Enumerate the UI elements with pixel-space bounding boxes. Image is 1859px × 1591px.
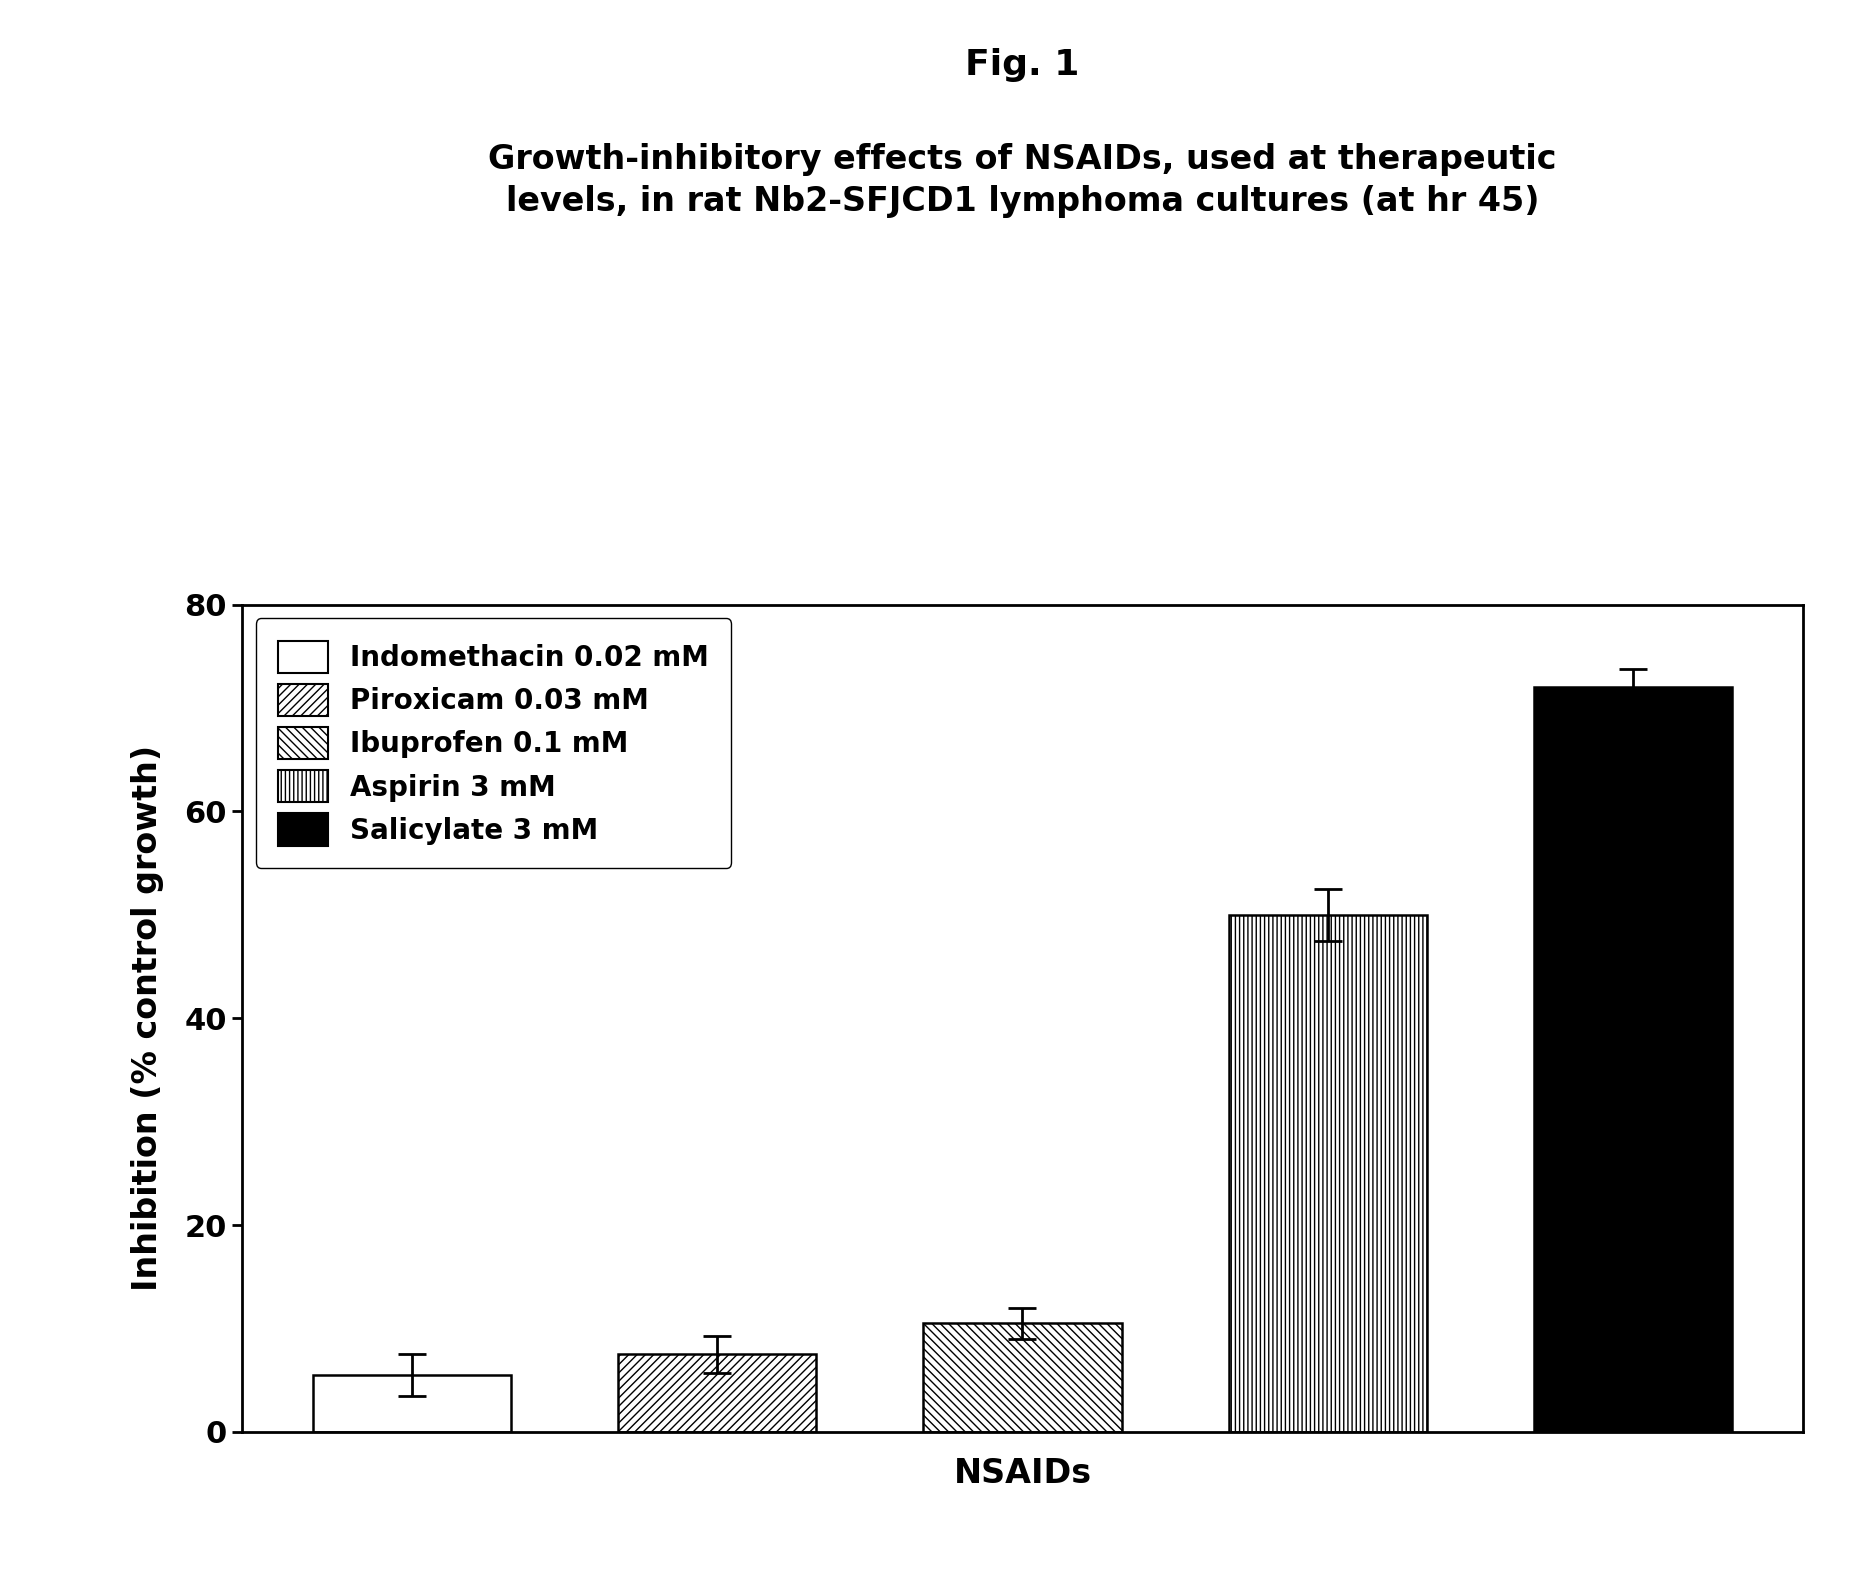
Text: Growth-inhibitory effects of NSAIDs, used at therapeutic
levels, in rat Nb2-SFJC: Growth-inhibitory effects of NSAIDs, use… xyxy=(489,143,1556,218)
Y-axis label: Inhibition (% control growth): Inhibition (% control growth) xyxy=(130,745,164,1292)
X-axis label: NSAIDs: NSAIDs xyxy=(954,1457,1091,1489)
Bar xyxy=(1534,687,1733,1432)
Legend: Indomethacin 0.02 mM, Piroxicam 0.03 mM, Ibuprofen 0.1 mM, Aspirin 3 mM, Salicyl: Indomethacin 0.02 mM, Piroxicam 0.03 mM,… xyxy=(255,619,731,867)
Bar xyxy=(617,1354,816,1432)
Text: Fig. 1: Fig. 1 xyxy=(965,48,1080,81)
Bar xyxy=(924,1324,1121,1432)
Bar xyxy=(1229,915,1428,1432)
Bar xyxy=(312,1375,511,1432)
